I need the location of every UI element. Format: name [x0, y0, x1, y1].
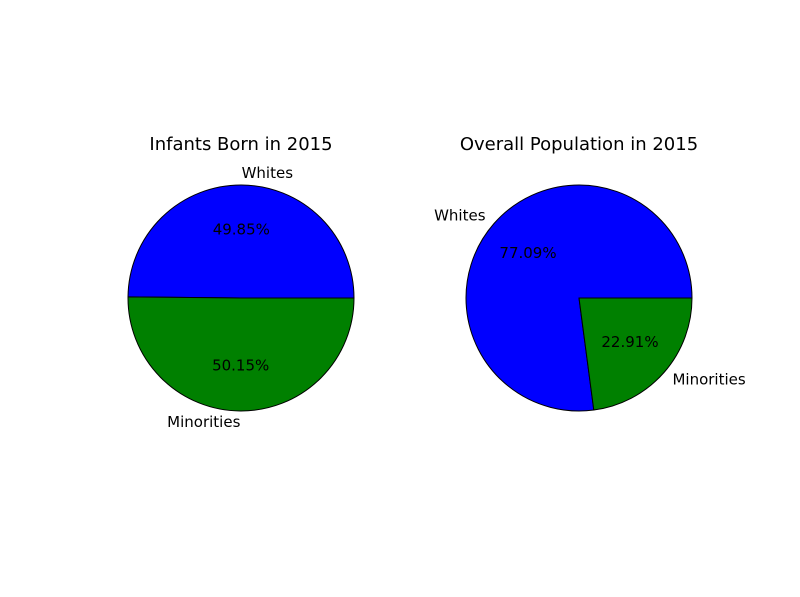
slice-label-whites: Whites [242, 164, 294, 182]
slice-label-minorities: Minorities [167, 413, 240, 431]
chart-title: Overall Population in 2015 [460, 134, 698, 155]
slice-value-label-minorities: 22.91% [601, 333, 658, 351]
pie-chart-2: Overall Population in 2015 Whites 77.09% Mi… [434, 134, 746, 412]
pie-chart-1: Infants Born in 2015 Whites 49.85% Minoriti… [127, 134, 355, 431]
pie-slice-whites [127, 184, 355, 299]
chart-title: Infants Born in 2015 [149, 134, 332, 155]
slice-label-whites: Whites [434, 207, 486, 225]
slice-label-minorities: Minorities [672, 370, 745, 388]
slice-value-label-minorities: 50.15% [212, 356, 269, 374]
pie-slice-minorities [127, 296, 355, 412]
slice-value-label-whites: 49.85% [213, 221, 270, 239]
pie-slice-minorities [578, 297, 693, 411]
slice-value-label-whites: 77.09% [499, 244, 556, 262]
